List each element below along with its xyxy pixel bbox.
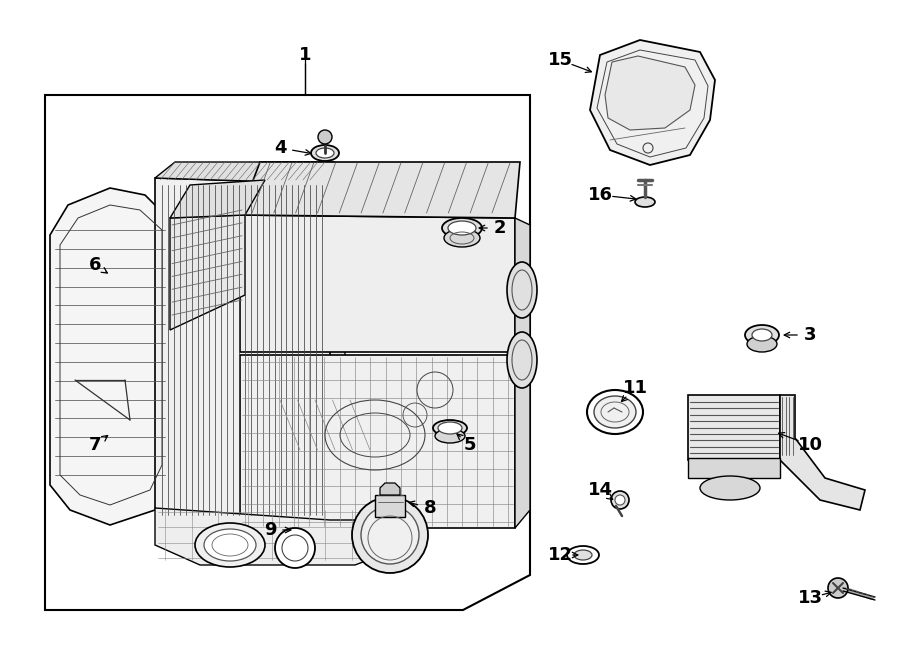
Ellipse shape xyxy=(433,420,467,436)
Ellipse shape xyxy=(745,325,779,345)
Text: 9: 9 xyxy=(264,521,276,539)
Ellipse shape xyxy=(611,491,629,509)
Ellipse shape xyxy=(352,497,428,573)
Polygon shape xyxy=(240,162,520,218)
Ellipse shape xyxy=(747,336,777,352)
Text: 1: 1 xyxy=(299,46,311,64)
Text: 8: 8 xyxy=(424,499,436,517)
Text: 7: 7 xyxy=(89,436,101,454)
Text: 5: 5 xyxy=(464,436,476,454)
Text: 13: 13 xyxy=(797,589,823,607)
Polygon shape xyxy=(688,458,780,478)
Text: 6: 6 xyxy=(89,256,101,274)
Polygon shape xyxy=(688,395,780,460)
Ellipse shape xyxy=(752,329,772,341)
Ellipse shape xyxy=(318,130,332,144)
Text: 10: 10 xyxy=(797,436,823,454)
Ellipse shape xyxy=(615,495,625,505)
Polygon shape xyxy=(380,483,400,495)
Ellipse shape xyxy=(507,332,537,388)
Ellipse shape xyxy=(361,506,419,564)
Polygon shape xyxy=(590,40,715,165)
Polygon shape xyxy=(240,355,515,528)
Polygon shape xyxy=(45,95,530,610)
Text: 4: 4 xyxy=(274,139,286,157)
Ellipse shape xyxy=(438,422,462,434)
Ellipse shape xyxy=(316,148,334,158)
Ellipse shape xyxy=(448,221,476,235)
Polygon shape xyxy=(170,180,265,218)
Ellipse shape xyxy=(635,197,655,207)
Ellipse shape xyxy=(574,550,592,560)
Ellipse shape xyxy=(204,529,256,561)
Text: 14: 14 xyxy=(588,481,613,499)
Ellipse shape xyxy=(275,528,315,568)
Text: 11: 11 xyxy=(623,379,647,397)
Polygon shape xyxy=(240,215,515,352)
Text: 12: 12 xyxy=(547,546,572,564)
Polygon shape xyxy=(50,188,170,525)
Bar xyxy=(375,495,405,517)
Ellipse shape xyxy=(435,429,465,443)
Polygon shape xyxy=(605,56,695,130)
Polygon shape xyxy=(515,218,530,528)
Text: 3: 3 xyxy=(804,326,816,344)
Text: 15: 15 xyxy=(547,51,572,69)
Ellipse shape xyxy=(195,523,265,567)
Polygon shape xyxy=(155,162,335,200)
Polygon shape xyxy=(155,508,415,565)
Ellipse shape xyxy=(594,396,636,428)
Ellipse shape xyxy=(507,262,537,318)
Ellipse shape xyxy=(567,546,599,564)
Ellipse shape xyxy=(700,476,760,500)
Text: 2: 2 xyxy=(494,219,506,237)
Polygon shape xyxy=(328,200,345,530)
Text: 16: 16 xyxy=(588,186,613,204)
Ellipse shape xyxy=(444,229,480,247)
Ellipse shape xyxy=(587,390,643,434)
Polygon shape xyxy=(155,178,330,522)
Ellipse shape xyxy=(311,145,339,161)
Ellipse shape xyxy=(442,218,482,238)
Polygon shape xyxy=(780,395,865,510)
Polygon shape xyxy=(170,215,245,330)
Ellipse shape xyxy=(828,578,848,598)
